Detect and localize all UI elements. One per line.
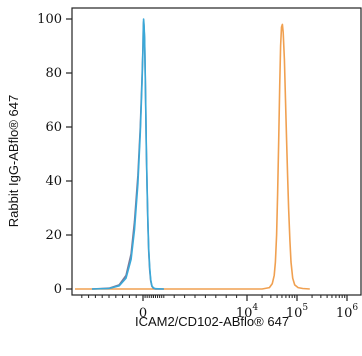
- x-tick-label-1: 104: [236, 303, 259, 321]
- x-axis-title: ICAM2/CD102-ABflo® 647: [135, 314, 289, 329]
- y-tick-label-80: 80: [45, 66, 62, 81]
- plot-frame: [71, 7, 362, 296]
- y-tick-label-40: 40: [45, 174, 62, 189]
- x-tick-label-0: 0: [139, 306, 147, 321]
- y-tick-label-0: 0: [54, 282, 62, 297]
- plot-border: [71, 7, 362, 296]
- x-tick-label-2: 105: [286, 303, 309, 321]
- series-line-2: [91, 18, 164, 290]
- series-line-0: [75, 23, 310, 290]
- y-axis-title: Rabbit IgG-ABflo® 647: [6, 95, 21, 227]
- y-tick-label-60: 60: [45, 120, 62, 135]
- series-line-1: [91, 20, 164, 290]
- x-axis: 0 104 105 106: [81, 295, 359, 321]
- x-tick-label-3: 106: [336, 303, 359, 321]
- y-tick-label-100: 100: [37, 12, 62, 27]
- y-tick-label-20: 20: [45, 228, 62, 243]
- y-axis: 0 20 40 60 80 100: [37, 12, 72, 297]
- series-layer: [75, 18, 310, 290]
